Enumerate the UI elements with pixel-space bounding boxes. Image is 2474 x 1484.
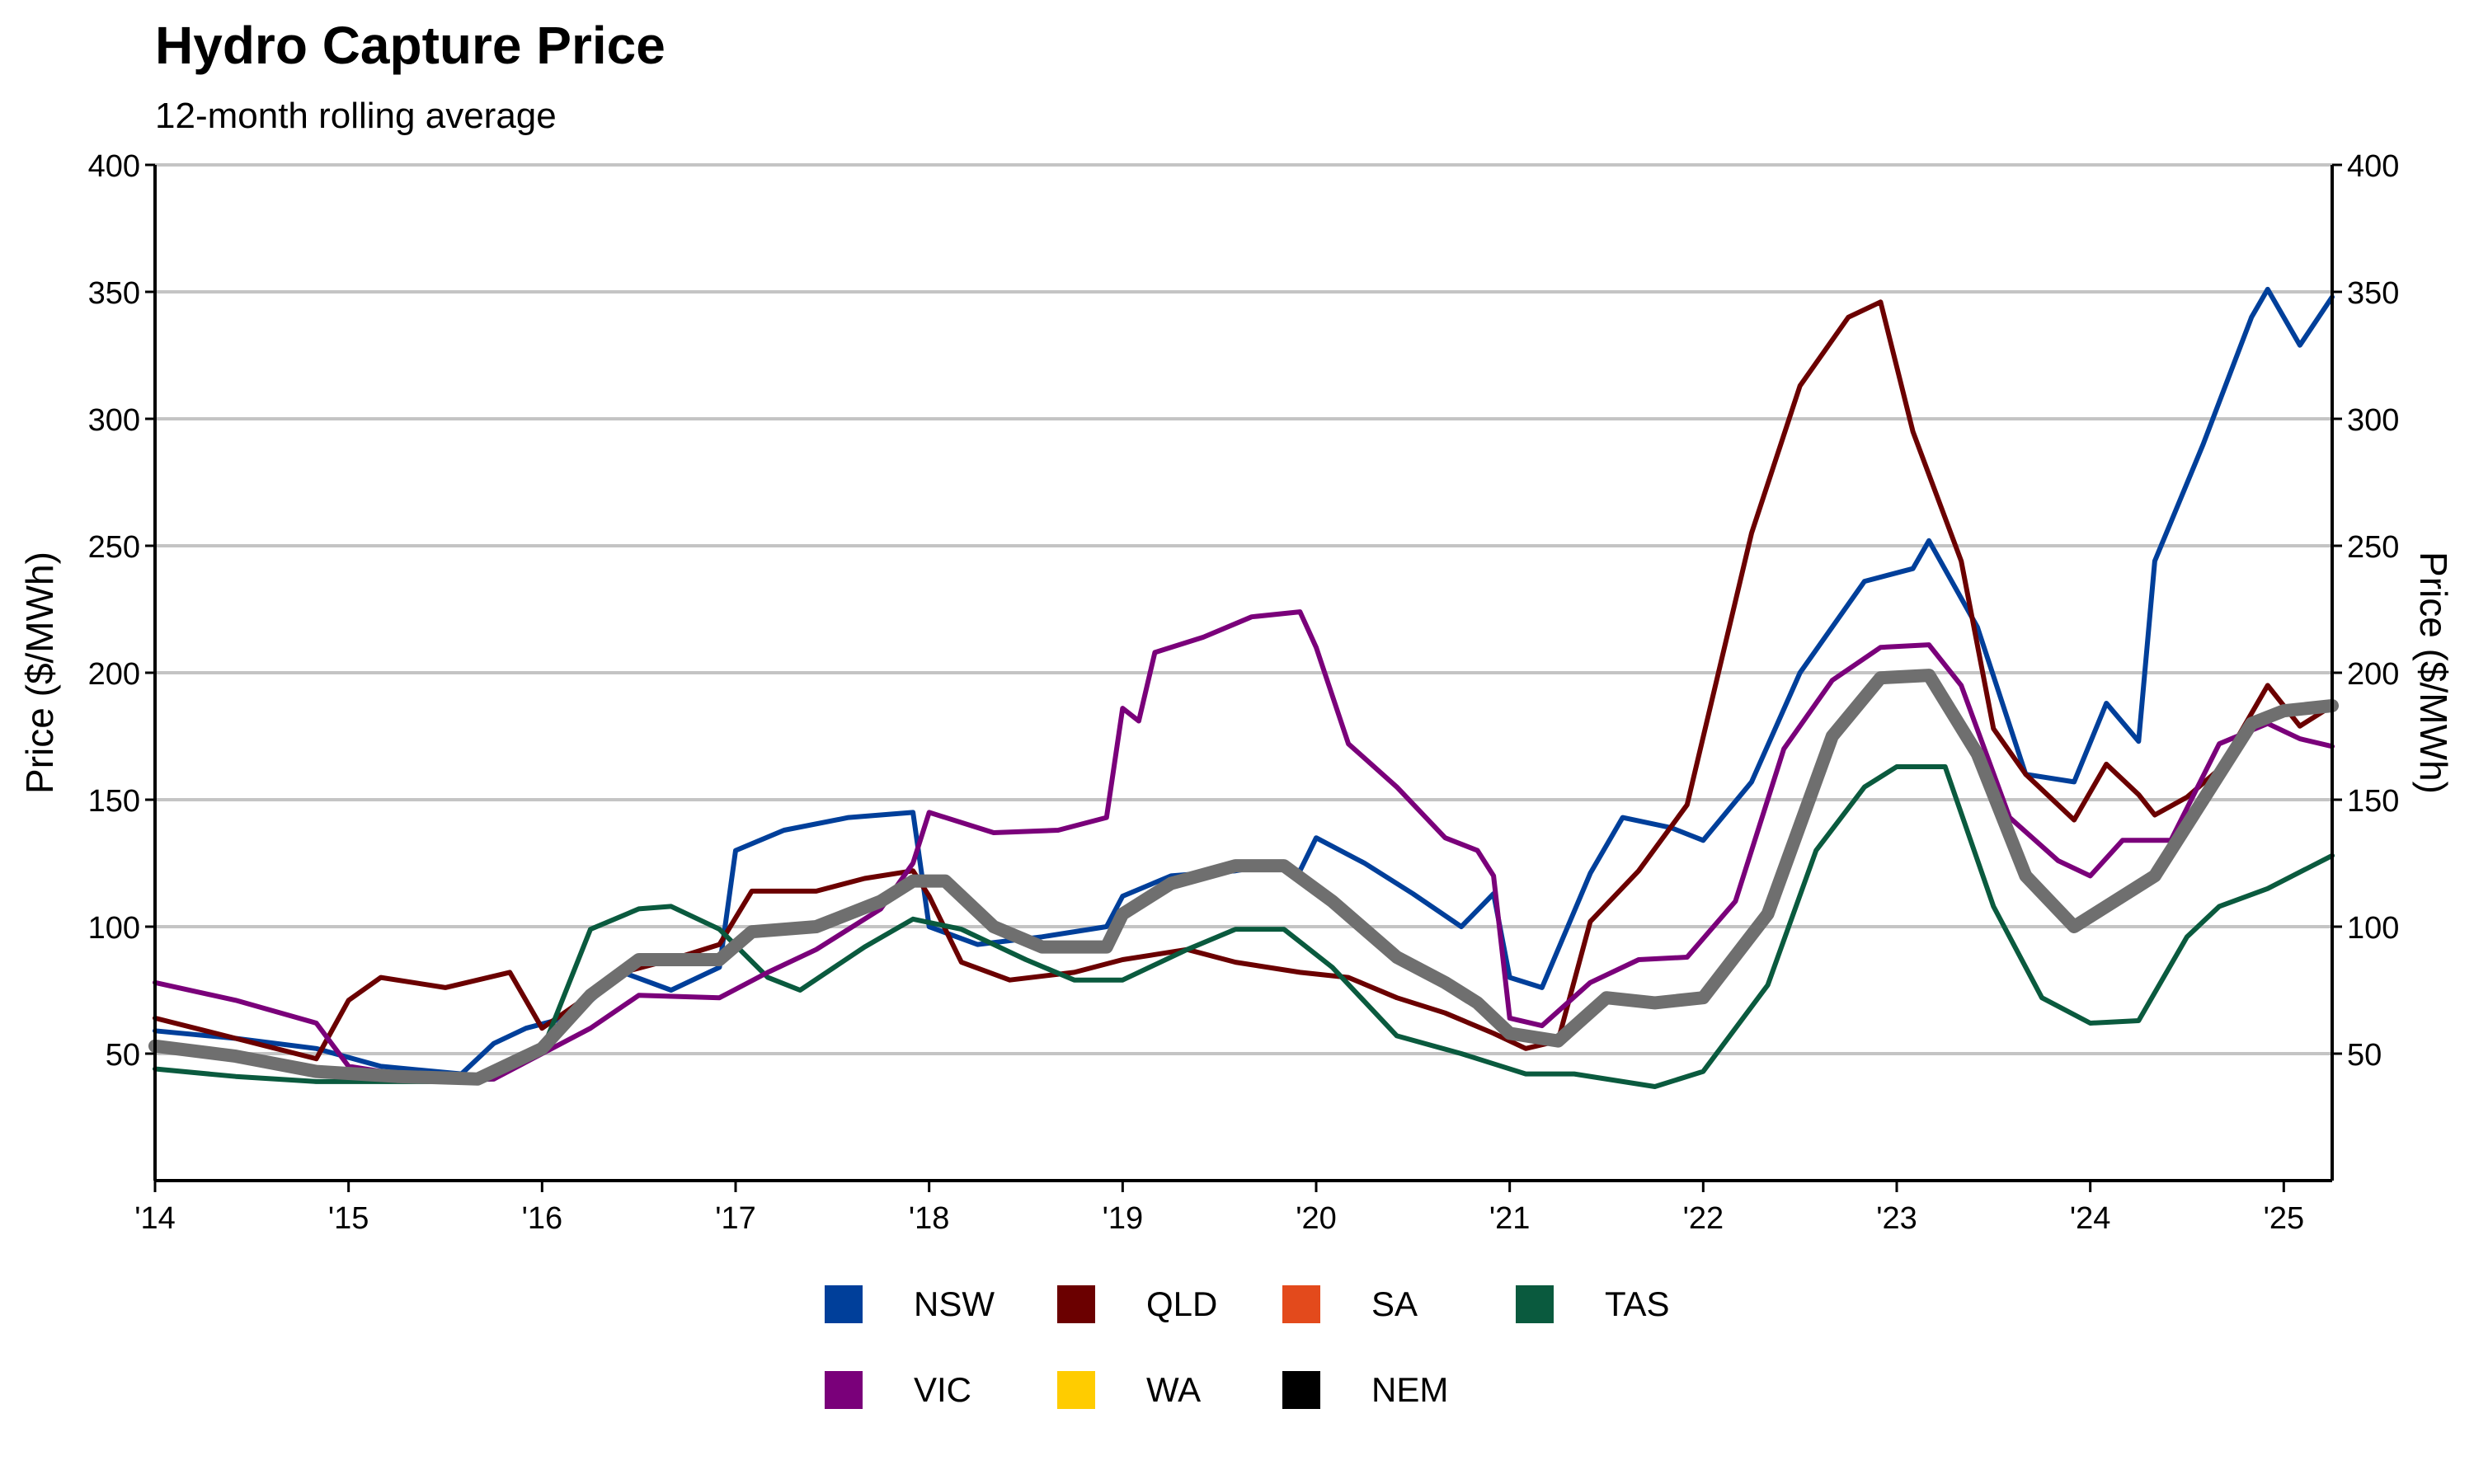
x-tick-label: '17 [715, 1201, 756, 1236]
series-lines [148, 286, 2339, 1089]
y-tick-label-right: 150 [2347, 784, 2399, 819]
series-line-tas [153, 764, 2335, 1089]
series-line-nsw [153, 286, 2335, 1077]
y-tick-label-right: 50 [2347, 1038, 2382, 1073]
y-tick-label-left: 250 [88, 530, 140, 565]
x-tick-label: '25 [2264, 1201, 2305, 1236]
series-line-vic [153, 609, 2335, 1082]
x-tick-label: '21 [1489, 1201, 1531, 1236]
y-axis-title-left: Price ($/MWh) [18, 552, 61, 794]
y-axis-title-right: Price ($/MWh) [2412, 552, 2455, 794]
x-tick-label: '20 [1296, 1201, 1337, 1236]
grid-lines [155, 163, 2332, 1055]
y-tick-label-left: 200 [88, 657, 140, 692]
x-tick-label: '14 [134, 1201, 176, 1236]
y-tick-label-right: 250 [2347, 530, 2399, 565]
y-tick-label-right: 200 [2347, 657, 2399, 692]
y-tick-label-left: 100 [88, 911, 140, 946]
chart-subtitle: 12-month rolling average [155, 96, 557, 136]
x-tick-label: '22 [1683, 1201, 1724, 1236]
y-tick-label-left: 300 [88, 403, 140, 438]
y-tick-label-right: 400 [2347, 149, 2399, 184]
y-tick-label-left: 50 [106, 1038, 140, 1073]
x-tick-label: '19 [1103, 1201, 1144, 1236]
x-tick-label: '23 [1876, 1201, 1917, 1236]
y-tick-label-left: 150 [88, 784, 140, 819]
y-tick-label-left: 350 [88, 276, 140, 311]
x-tick-label: '18 [909, 1201, 950, 1236]
series-line-qld [153, 299, 2335, 1062]
y-tick-label-right: 300 [2347, 403, 2399, 438]
y-tick-label-right: 350 [2347, 276, 2399, 311]
axes: 50 50 100 100 150 150 200 200 250 250 300 300 350 350… [18, 149, 2455, 1236]
x-tick-label: '15 [328, 1201, 369, 1236]
y-tick-label-left: 400 [88, 149, 140, 184]
chart-title: Hydro Capture Price [155, 16, 666, 75]
y-tick-label-right: 100 [2347, 911, 2399, 946]
x-tick-label: '24 [2070, 1201, 2111, 1236]
series-line-nem [148, 669, 2339, 1086]
x-tick-label: '16 [522, 1201, 563, 1236]
